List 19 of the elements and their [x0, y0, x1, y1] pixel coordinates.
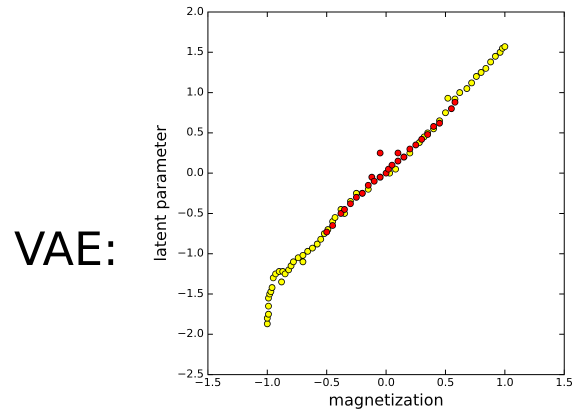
y-tick-label: 2.0 — [186, 4, 204, 18]
y-tick-label: −2.5 — [177, 367, 204, 380]
y-tick-label: 0.5 — [186, 126, 204, 139]
y-tick-label: −1.5 — [177, 286, 204, 300]
y-tick-label: −0.5 — [177, 206, 204, 220]
y-tick-label: 1.5 — [186, 45, 204, 58]
x-tick-label: −0.5 — [313, 376, 340, 390]
x-tick-label: 1.5 — [556, 376, 574, 390]
y-tick-label: −1.0 — [177, 246, 204, 260]
text: VAE: — [14, 222, 119, 276]
y-tick-label: −2.0 — [177, 327, 204, 340]
y-tick-label: 1.0 — [186, 85, 204, 98]
x-tick-label: 0.0 — [377, 376, 395, 390]
x-tick-label: 1.0 — [496, 376, 514, 390]
x-axis-title: magnetization — [328, 390, 444, 410]
y-axis-title: latent parameter — [150, 124, 170, 262]
x-tick-label: −1.0 — [254, 376, 281, 390]
y-tick-label: 0.0 — [186, 166, 204, 180]
x-tick-label: 0.5 — [436, 376, 454, 390]
